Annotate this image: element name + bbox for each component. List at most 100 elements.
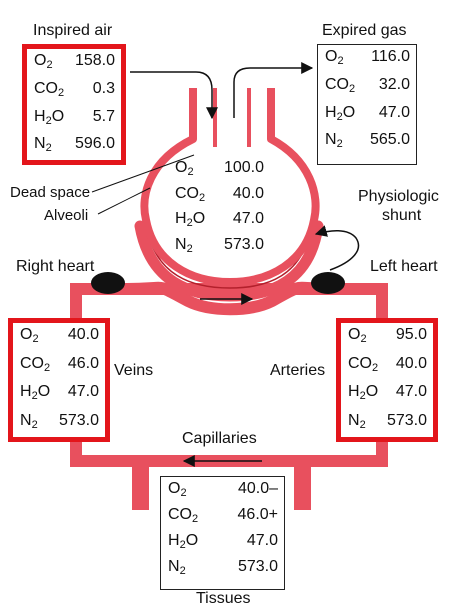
- expired-o2-row: O2 116.0: [325, 48, 410, 76]
- physiologic-label: Physiologic: [358, 188, 439, 205]
- pulmonary-capillary: [86, 281, 374, 316]
- tissue-vessel-right: [294, 462, 311, 510]
- pulmonary-capillary-arc: [134, 220, 324, 302]
- tissue-o2-row: O2 40.0–: [168, 480, 278, 506]
- partial-pressure-value: 40.0: [232, 184, 264, 202]
- dead-space-leader: [91, 154, 195, 193]
- inspired-o2-row: O2 158.0: [34, 52, 115, 80]
- capillaries-label: Capillaries: [182, 430, 257, 447]
- inspired-n2-row: N2 596.0: [34, 135, 115, 163]
- gas-name: H2O: [168, 532, 199, 551]
- gas-name: O2: [20, 326, 39, 345]
- gas-name: N2: [34, 135, 52, 155]
- gas-name: CO2: [168, 506, 199, 525]
- venous-h2o-row: H2O 47.0: [20, 383, 99, 412]
- right-heart-valve: [91, 272, 125, 294]
- gas-name: N2: [325, 131, 343, 151]
- partial-pressure-value: 100.0: [223, 159, 264, 176]
- gas-name: N2: [168, 558, 186, 577]
- partial-pressure-value: 40.0: [67, 326, 99, 343]
- gas-name: N2: [175, 235, 193, 255]
- venous-o2-row: O2 40.0: [20, 326, 99, 355]
- arterial-o2-row: O2 95.0: [348, 326, 427, 355]
- alveolus-wall: [140, 88, 320, 286]
- venous-n2-row: N2 573.0: [20, 412, 99, 441]
- gas-name: CO2: [34, 79, 65, 99]
- partial-pressure-value: 47.0: [232, 210, 264, 227]
- partial-pressure-value: 573.0: [58, 411, 99, 429]
- pulmonary-capillary-inner-arc: [145, 225, 313, 289]
- partial-pressure-value: 573.0: [386, 411, 427, 429]
- partial-pressure-value: 40.0: [395, 354, 427, 372]
- partial-pressure-value: 40.0–: [237, 480, 278, 497]
- gas-name: N2: [20, 411, 38, 431]
- gas-name: CO2: [175, 184, 206, 204]
- partial-pressure-value: 5.7: [92, 107, 115, 125]
- gas-name: H2O: [34, 107, 65, 127]
- inspired-h2o-row: H2O 5.7: [34, 108, 115, 136]
- gas-name: N2: [348, 411, 366, 431]
- tissue-gas-box: O2 40.0– CO2 46.0+ H2O 47.0 N2 573.0: [160, 476, 285, 590]
- partial-pressure-value: 565.0: [369, 131, 410, 149]
- veins-label: Veins: [114, 362, 154, 379]
- gas-name: O2: [348, 326, 367, 345]
- gas-name: CO2: [348, 354, 379, 374]
- left-heart-valve: [311, 272, 345, 294]
- partial-pressure-value: 573.0: [223, 235, 264, 253]
- tissue-co2-row: CO2 46.0+: [168, 506, 278, 532]
- airway-inner-wall: [213, 88, 251, 147]
- alveolar-o2-row: O2 100.0: [175, 159, 264, 185]
- shunt-label: shunt: [382, 207, 422, 224]
- tissue-vessel-left: [132, 462, 149, 510]
- partial-pressure-value: 95.0: [395, 326, 427, 343]
- venous-co2-row: CO2 46.0: [20, 355, 99, 384]
- gas-name: O2: [168, 480, 187, 499]
- tissues-label: Tissues: [196, 590, 251, 607]
- dead-space-label: Dead space: [10, 184, 91, 201]
- partial-pressure-value: 32.0: [378, 75, 410, 93]
- alveoli-label: Alveoli: [44, 207, 89, 224]
- right-heart-label: Right heart: [16, 258, 95, 275]
- expired-flow-arrow: [233, 62, 314, 118]
- partial-pressure-value: 158.0: [74, 52, 115, 69]
- alveolar-co2-row: CO2 40.0: [175, 185, 264, 211]
- partial-pressure-value: 46.0+: [237, 506, 278, 523]
- expired-co2-row: CO2 32.0: [325, 76, 410, 104]
- gas-name: H2O: [20, 383, 51, 402]
- arterial-n2-row: N2 573.0: [348, 412, 427, 441]
- expired-gas-label: Expired gas: [322, 22, 407, 39]
- arterial-h2o-row: H2O 47.0: [348, 383, 427, 412]
- tissue-n2-row: N2 573.0: [168, 558, 278, 584]
- arteries-label: Arteries: [270, 362, 326, 379]
- arterial-blood-box: O2 95.0 CO2 40.0 H2O 47.0 N2 573.0: [336, 318, 438, 442]
- shunt-arrow: [314, 225, 360, 271]
- partial-pressure-value: 573.0: [237, 558, 278, 575]
- partial-pressure-value: 47.0: [246, 532, 278, 549]
- alveolar-n2-row: N2 573.0: [175, 236, 264, 262]
- partial-pressure-value: 47.0: [67, 383, 99, 400]
- gas-name: O2: [325, 48, 344, 67]
- expired-h2o-row: H2O 47.0: [325, 104, 410, 132]
- arterial-co2-row: CO2 40.0: [348, 355, 427, 384]
- inspired-air-box: O2 158.0 CO2 0.3 H2O 5.7 N2 596.0: [22, 44, 126, 165]
- alveolar-gas-box: O2 100.0 CO2 40.0 H2O 47.0 N2 573.0: [168, 156, 270, 268]
- gas-name: CO2: [20, 354, 51, 374]
- partial-pressure-value: 47.0: [395, 383, 427, 400]
- partial-pressure-value: 596.0: [74, 135, 115, 153]
- expired-gas-box: O2 116.0 CO2 32.0 H2O 47.0 N2 565.0: [317, 44, 417, 165]
- partial-pressure-value: 116.0: [371, 48, 410, 65]
- gas-name: H2O: [325, 103, 356, 123]
- venous-blood-box: O2 40.0 CO2 46.0 H2O 47.0 N2 573.0: [8, 318, 110, 442]
- inspired-air-label: Inspired air: [33, 22, 113, 39]
- partial-pressure-value: 46.0: [67, 354, 99, 372]
- tissue-h2o-row: H2O 47.0: [168, 532, 278, 558]
- inspired-flow-arrow: [130, 71, 218, 120]
- gas-name: H2O: [175, 210, 206, 229]
- gas-name: H2O: [348, 383, 379, 402]
- expired-n2-row: N2 565.0: [325, 131, 410, 159]
- partial-pressure-value: 47.0: [378, 103, 410, 121]
- alveoli-leader: [97, 187, 151, 215]
- alveolar-h2o-row: H2O 47.0: [175, 210, 264, 236]
